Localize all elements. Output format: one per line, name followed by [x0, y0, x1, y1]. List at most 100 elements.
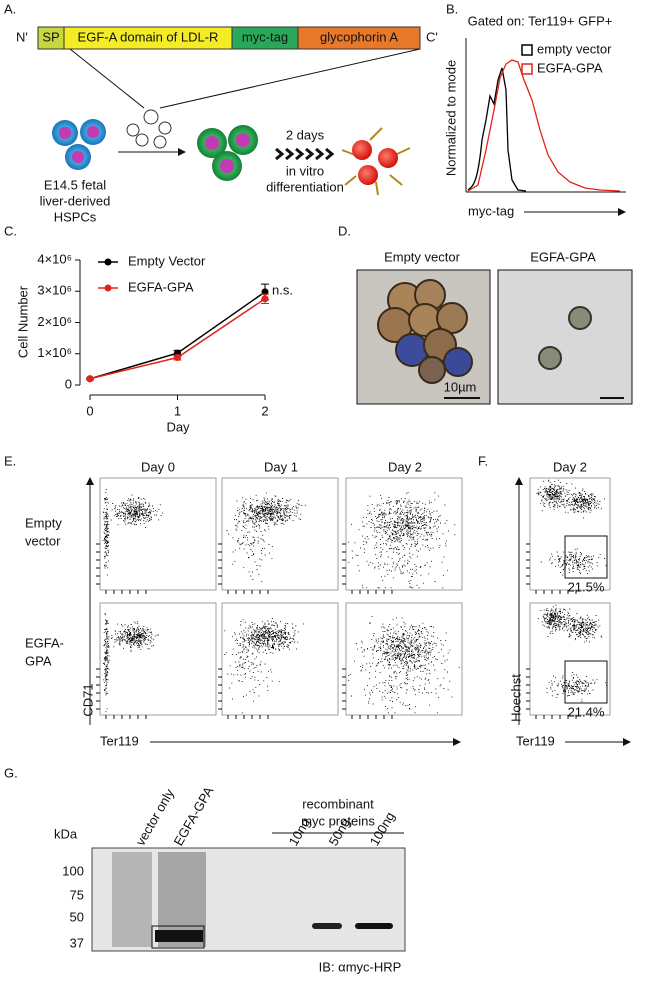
series-line: [89, 291, 266, 380]
unit-label: kDa: [54, 826, 78, 841]
legend-swatch: [521, 44, 533, 56]
point: [261, 295, 269, 303]
legend-swatch: [521, 63, 533, 75]
step-label: in vitro: [286, 163, 324, 178]
y-axis-label: Cell Number: [15, 285, 30, 358]
panel-letter: C.: [4, 223, 17, 238]
transduced-cells: [197, 125, 258, 181]
flow-ticks: [96, 668, 147, 719]
panel-letter: D.: [338, 223, 351, 238]
flow-ticks: [218, 543, 269, 594]
annotation: n.s.: [272, 282, 293, 297]
plot-title: Gated on: Ter119+ GFP+: [468, 13, 613, 28]
flow-plot: [345, 477, 463, 591]
panel-f: F. Day 2 Hoechst Ter119 21.5% 21.4%: [478, 453, 631, 748]
panel-b: B. Gated on: Ter119+ GFP+ empty vector E…: [443, 1, 626, 218]
histogram-empty: [467, 67, 527, 192]
point: [174, 354, 181, 361]
column-title: Day 1: [264, 459, 298, 474]
flow-ticks: [96, 543, 147, 594]
group-label: myc proteins: [301, 813, 375, 828]
hspc-cells: [52, 119, 106, 170]
cell-label: liver-derived: [40, 193, 111, 208]
x-tick-label: 1: [174, 403, 181, 418]
legend-marker: [104, 258, 112, 266]
cell-label: HSPCs: [54, 209, 97, 224]
panel-letter: E.: [4, 453, 16, 468]
y-axis-label: Hoechst: [508, 674, 523, 722]
flow-dots: [536, 479, 607, 576]
legend-label: empty vector: [537, 41, 612, 56]
flow-ticks: [342, 543, 393, 594]
domain-label: myc-tag: [242, 29, 288, 44]
step-label: differentiation: [266, 179, 344, 194]
image-title: Empty vector: [384, 249, 461, 264]
x-axis-label: Day: [166, 419, 190, 434]
gate-label: 21.4%: [568, 704, 605, 719]
panel-d: D. Empty vector EGFA-GPA 10µm: [338, 223, 633, 405]
gate: [564, 535, 608, 579]
flow-ticks: [526, 668, 577, 719]
n-term: N': [16, 29, 28, 44]
panel-g: G. recombinant myc proteins kDa vector o…: [4, 765, 406, 974]
micrograph: [497, 269, 633, 405]
band: [312, 923, 342, 929]
zoom-line: [69, 48, 145, 109]
marker-label: 50: [70, 909, 84, 924]
chevrons: [275, 147, 335, 161]
row-label: EGFA-: [25, 635, 64, 650]
y-axis-label: Normalized to mode: [443, 60, 458, 176]
point: [86, 375, 94, 383]
flow-plot: [99, 477, 217, 591]
x-axis-label: myc-tag: [468, 203, 514, 218]
lane-smear: [112, 852, 152, 947]
domain-box: [297, 26, 421, 50]
flow-plot: [99, 602, 217, 716]
x-axis-label: Ter119: [100, 733, 139, 748]
column-title: Day 0: [141, 459, 175, 474]
flow-ticks: [218, 668, 269, 719]
histogram-egfa: [467, 59, 621, 192]
panel-letter: A.: [4, 1, 16, 16]
gate-label: 21.5%: [568, 579, 605, 594]
panel-letter: B.: [446, 1, 458, 16]
flow-dots: [226, 492, 306, 583]
flow-ticks: [342, 668, 393, 719]
y-tick-label: 3×10⁶: [37, 283, 72, 298]
band: [155, 930, 203, 942]
cells-image: [538, 306, 592, 370]
domain-label: SP: [42, 29, 59, 44]
flow-dots: [103, 613, 159, 713]
band: [355, 923, 393, 929]
group-label: recombinant: [302, 796, 374, 811]
x-tick-label: 0: [86, 403, 93, 418]
panel-letter: F.: [478, 453, 488, 468]
panel-e: E. Day 0 Day 1 Day 2 Empty vector EGFA- …: [4, 453, 463, 748]
gate: [564, 660, 608, 704]
scale-label: 10µm: [444, 379, 477, 394]
erythroid-cells: [341, 127, 411, 196]
flow-dots: [224, 618, 304, 714]
antibody-label: IB: αmyc-HRP: [319, 959, 402, 974]
marker-label: 75: [70, 887, 84, 902]
legend-label: EGFA-GPA: [537, 60, 603, 75]
c-term: C': [426, 29, 438, 44]
column-title: Day 2: [553, 459, 587, 474]
panel-letter: G.: [4, 765, 18, 780]
virus-particles: [126, 109, 172, 149]
y-tick-label: 4×10⁶: [37, 251, 72, 266]
marker-label: 37: [70, 935, 84, 950]
flow-dots: [348, 616, 460, 714]
domain-label: glycophorin A: [320, 29, 398, 44]
flow-dots: [537, 604, 607, 702]
row-label: vector: [25, 533, 61, 548]
flow-plot: [221, 477, 339, 591]
legend-marker: [104, 284, 112, 292]
panel-a: A. N' SP EGF-A domain of LDL-R myc-tag g…: [4, 1, 438, 224]
step-label: 2 days: [286, 127, 325, 142]
column-title: Day 2: [388, 459, 422, 474]
band-box: [151, 925, 205, 949]
zoom-line: [159, 48, 421, 109]
panel-c: C. n.s. Cell Number Day 0 1×10⁶ 2×10⁶ 3×10⁶…: [4, 223, 293, 434]
row-label: GPA: [25, 653, 52, 668]
